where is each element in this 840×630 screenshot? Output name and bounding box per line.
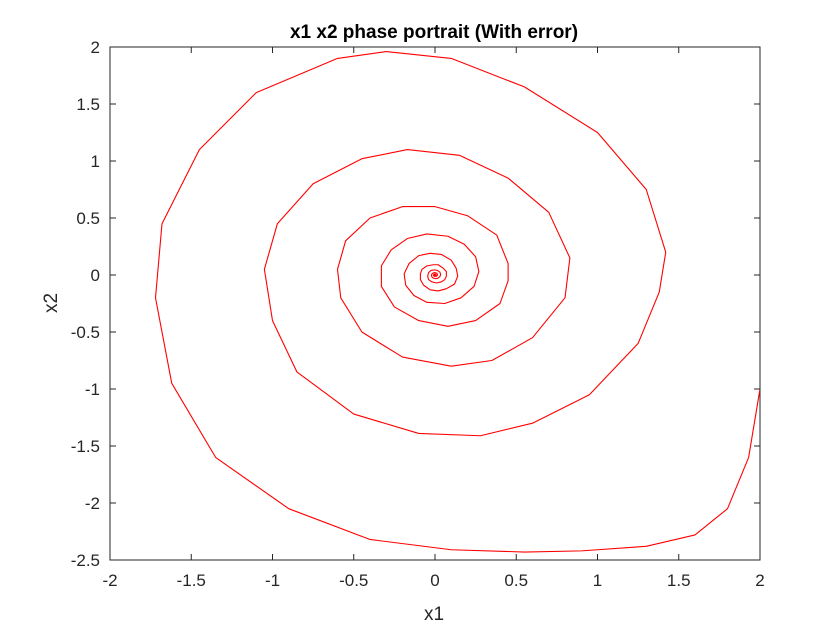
x-tick-label: 0 [430, 571, 439, 590]
x-tick-label: -1 [265, 571, 280, 590]
y-axis-label: x2 [41, 293, 62, 313]
y-tick-label: -1.5 [71, 437, 100, 456]
x-tick-label: -0.5 [339, 571, 368, 590]
x-tick-label: 1 [593, 571, 602, 590]
trajectory-line-1 [154, 51, 760, 553]
x-tick-label: 2 [755, 571, 764, 590]
y-tick-label: 0.5 [76, 209, 100, 228]
y-tick-label: -2.5 [71, 551, 100, 570]
y-tick-label: 0 [91, 266, 100, 285]
plot-area [109, 46, 761, 561]
y-tick-label: 1 [91, 152, 100, 171]
y-axis: -2.5 -2 -1.5 -1 -0.5 0 0.5 1 1.5 2 [71, 38, 760, 570]
x-axis: -2 -1.5 -1 -0.5 0 0.5 1 1.5 2 [102, 47, 765, 590]
y-tick-label: 2 [91, 38, 100, 57]
y-tick-label: -1 [85, 380, 100, 399]
x-axis-label: x1 [424, 604, 444, 625]
x-tick-label: -2 [102, 571, 117, 590]
x-tick-label: -1.5 [177, 571, 206, 590]
x-tick-label: 1.5 [667, 571, 691, 590]
chart-title: x1 x2 phase portrait (With error) [290, 22, 578, 43]
y-tick-label: 1.5 [76, 95, 100, 114]
x-tick-label: 0.5 [504, 571, 528, 590]
y-tick-label: -2 [85, 494, 100, 513]
axes-box [109, 46, 761, 561]
y-tick-label: -0.5 [71, 323, 100, 342]
